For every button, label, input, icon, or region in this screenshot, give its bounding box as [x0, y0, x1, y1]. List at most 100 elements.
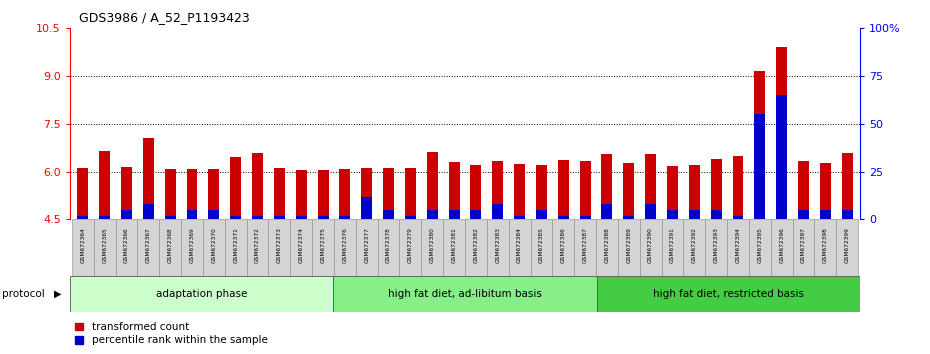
Bar: [181, 219, 203, 276]
Legend: transformed count, percentile rank within the sample: transformed count, percentile rank withi…: [75, 322, 268, 345]
Text: adaptation phase: adaptation phase: [156, 289, 247, 299]
Bar: [246, 219, 269, 276]
Bar: [661, 219, 684, 276]
Bar: [733, 216, 743, 219]
Bar: [645, 204, 656, 219]
Text: GSM672387: GSM672387: [582, 227, 588, 263]
Text: GSM672375: GSM672375: [321, 227, 325, 263]
Bar: [339, 216, 351, 219]
Bar: [777, 47, 787, 219]
Bar: [509, 219, 530, 276]
Bar: [378, 219, 400, 276]
Bar: [94, 219, 115, 276]
Text: protocol: protocol: [2, 289, 45, 299]
Text: GSM672372: GSM672372: [255, 227, 260, 263]
Bar: [165, 216, 176, 219]
Bar: [70, 276, 333, 312]
Bar: [558, 216, 569, 219]
Bar: [552, 219, 574, 276]
Bar: [448, 210, 459, 219]
Bar: [689, 165, 699, 219]
Bar: [274, 216, 285, 219]
Text: GSM672396: GSM672396: [779, 227, 784, 263]
Bar: [471, 165, 482, 219]
Bar: [771, 219, 792, 276]
Text: GSM672390: GSM672390: [648, 227, 653, 263]
Text: GSM672369: GSM672369: [190, 227, 194, 263]
Bar: [596, 219, 618, 276]
Bar: [72, 219, 94, 276]
Bar: [492, 204, 503, 219]
Bar: [444, 219, 465, 276]
Bar: [623, 216, 634, 219]
Text: GSM672376: GSM672376: [342, 227, 348, 263]
Text: GSM672374: GSM672374: [299, 227, 304, 263]
Text: GSM672370: GSM672370: [211, 227, 217, 263]
Bar: [711, 159, 722, 219]
Bar: [383, 168, 394, 219]
Text: GSM672377: GSM672377: [365, 227, 369, 263]
Bar: [574, 219, 596, 276]
Text: GSM672386: GSM672386: [561, 227, 565, 263]
Bar: [815, 219, 836, 276]
Text: GSM672391: GSM672391: [670, 227, 675, 263]
Text: GSM672394: GSM672394: [736, 227, 740, 263]
Bar: [727, 219, 749, 276]
Text: high fat diet, restricted basis: high fat diet, restricted basis: [653, 289, 804, 299]
Bar: [667, 210, 678, 219]
Bar: [836, 219, 858, 276]
Bar: [361, 168, 372, 219]
Bar: [187, 210, 197, 219]
Bar: [618, 219, 640, 276]
Text: GDS3986 / A_52_P1193423: GDS3986 / A_52_P1193423: [79, 11, 250, 24]
Bar: [231, 157, 241, 219]
Bar: [290, 219, 312, 276]
Bar: [465, 219, 486, 276]
Bar: [579, 216, 591, 219]
Bar: [296, 170, 307, 219]
Bar: [667, 166, 678, 219]
Bar: [427, 210, 438, 219]
Bar: [318, 216, 328, 219]
Bar: [405, 168, 416, 219]
Bar: [383, 210, 394, 219]
Text: GSM672378: GSM672378: [386, 227, 392, 263]
Bar: [159, 219, 181, 276]
Bar: [427, 152, 438, 219]
Text: GSM672388: GSM672388: [604, 227, 609, 263]
Bar: [536, 165, 547, 219]
Bar: [77, 216, 88, 219]
Text: GSM672367: GSM672367: [146, 227, 151, 263]
Bar: [492, 161, 503, 219]
Bar: [138, 219, 159, 276]
Bar: [318, 170, 328, 219]
Text: GSM672392: GSM672392: [692, 227, 697, 263]
Bar: [602, 204, 612, 219]
Bar: [143, 138, 153, 219]
Text: GSM672379: GSM672379: [408, 227, 413, 263]
Text: GSM672398: GSM672398: [823, 227, 828, 263]
Bar: [640, 219, 661, 276]
Bar: [312, 219, 334, 276]
Bar: [274, 168, 285, 219]
Bar: [356, 219, 378, 276]
Bar: [121, 167, 132, 219]
Bar: [514, 216, 525, 219]
Bar: [269, 219, 290, 276]
Text: GSM672382: GSM672382: [473, 227, 478, 263]
Bar: [820, 210, 830, 219]
Bar: [842, 210, 853, 219]
Text: GSM672395: GSM672395: [757, 227, 763, 263]
Text: GSM672393: GSM672393: [713, 227, 719, 263]
Bar: [471, 210, 482, 219]
Bar: [231, 216, 241, 219]
Bar: [711, 210, 722, 219]
Text: GSM672373: GSM672373: [277, 227, 282, 263]
Bar: [558, 160, 569, 219]
Bar: [733, 156, 743, 219]
Text: GSM672389: GSM672389: [626, 227, 631, 263]
Text: GSM672385: GSM672385: [538, 227, 544, 263]
Bar: [400, 219, 421, 276]
Bar: [536, 210, 547, 219]
Bar: [530, 219, 552, 276]
